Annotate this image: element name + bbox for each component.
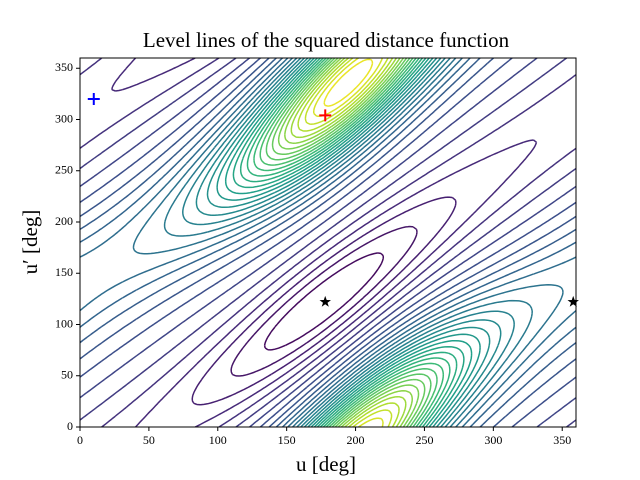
contour-line — [80, 58, 576, 427]
plus-marker — [87, 93, 100, 105]
y-tick-label: 200 — [55, 214, 73, 228]
y-tick-label: 100 — [55, 316, 73, 330]
y-tick-label: 250 — [55, 163, 73, 177]
contour-line — [80, 58, 576, 427]
contour-line — [232, 58, 465, 427]
contour-line — [246, 58, 451, 427]
contour-line — [263, 252, 385, 351]
y-tick-label: 300 — [55, 111, 73, 125]
y-tick-label: 350 — [55, 60, 73, 74]
y-tick-label: 50 — [61, 368, 73, 382]
y-tick-label: 150 — [55, 265, 73, 279]
x-tick-label: 350 — [553, 433, 571, 447]
contour-line — [265, 58, 432, 427]
x-tick-label: 250 — [415, 433, 433, 447]
x-tick-label: 150 — [278, 433, 296, 447]
x-axis-label: u [deg] — [296, 452, 356, 476]
contour-line — [216, 58, 481, 427]
contour-line — [111, 58, 538, 427]
contour-area — [80, 58, 576, 427]
star-marker — [319, 295, 331, 307]
y-axis-label: u′ [deg] — [18, 210, 42, 275]
contour-line — [132, 58, 564, 427]
contour-line — [304, 58, 393, 427]
chart-title: Level lines of the squared distance func… — [143, 28, 510, 52]
contour-line — [163, 58, 533, 427]
y-tick-label: 0 — [67, 419, 73, 433]
contour-line — [80, 58, 576, 427]
contour-line — [80, 58, 576, 427]
contour-line — [191, 196, 457, 406]
x-tick-label: 0 — [77, 433, 83, 447]
star-marker — [567, 295, 579, 307]
plus-marker — [319, 109, 332, 122]
contour-line — [224, 58, 473, 427]
x-tick-label: 50 — [143, 433, 155, 447]
contour-line — [182, 58, 515, 427]
contour-line — [80, 58, 576, 427]
contour-line — [195, 58, 502, 427]
plot-frame — [79, 57, 577, 428]
contour-line — [259, 58, 438, 427]
x-tick-label: 100 — [209, 433, 227, 447]
contour-line — [206, 58, 491, 427]
x-tick-label: 200 — [347, 433, 365, 447]
contour-line — [271, 58, 426, 427]
contour-line — [323, 58, 374, 107]
contour-line — [230, 225, 418, 377]
contour-line — [253, 58, 445, 427]
x-tick-label: 300 — [484, 433, 502, 447]
